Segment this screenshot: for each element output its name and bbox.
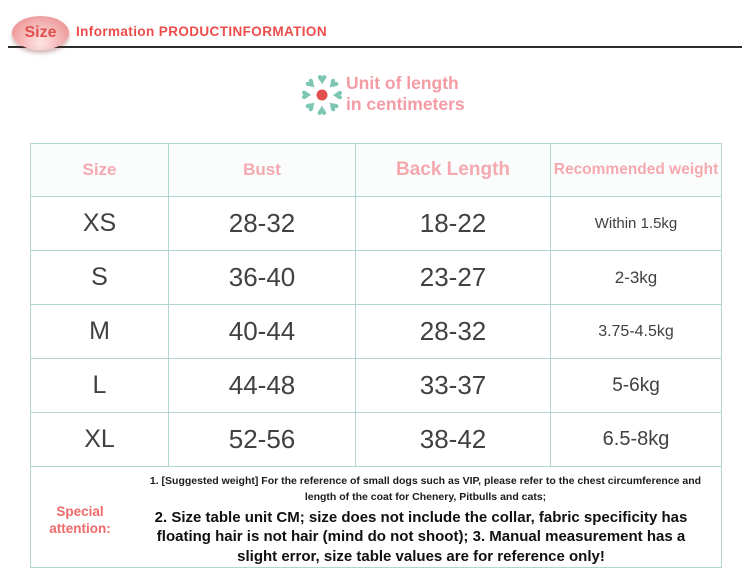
column-header-recommended-weight: Recommended weight (550, 143, 722, 197)
cell-size: XS (30, 196, 169, 251)
cell-back-length: 38-42 (355, 412, 551, 467)
table-row: XL 52-56 38-42 6.5-8kg (30, 412, 722, 467)
cell-back-length: 18-22 (355, 196, 551, 251)
page-title: Information PRODUCTINFORMATION (76, 24, 327, 39)
table-row: L 44-48 33-37 5-6kg (30, 358, 722, 413)
size-badge-label: Size (24, 24, 57, 41)
notes-cell: Special attention: 1. [Suggested weight]… (30, 465, 722, 569)
cell-weight: 6.5-8kg (550, 412, 722, 467)
size-badge: Size (12, 16, 69, 50)
note-suggested-weight: 1. [Suggested weight] For the reference … (149, 475, 702, 503)
unit-caption-line1: Unit of length (346, 73, 459, 93)
flower-petal: ♥ (316, 69, 328, 89)
cell-size: M (30, 304, 169, 359)
special-attention-label: Special attention: (49, 504, 111, 536)
table-row: S 36-40 23-27 2-3kg (30, 250, 722, 305)
cell-bust: 52-56 (168, 412, 356, 467)
cell-size: XL (30, 412, 169, 467)
table-row: M 40-44 28-32 3.75-4.5kg (30, 304, 722, 359)
flower-icon: ♥ ♥ ♥ ♥ ♥ ♥ ♥ ♥ (296, 69, 348, 121)
cell-weight: Within 1.5kg (550, 196, 722, 251)
cell-bust: 44-48 (168, 358, 356, 413)
unit-of-length-caption: Unit of length in centimeters (346, 73, 465, 114)
unit-caption-line2: in centimeters (346, 93, 465, 114)
column-header-size: Size (30, 143, 169, 197)
cell-weight: 3.75-4.5kg (550, 304, 722, 359)
cell-bust: 40-44 (168, 304, 356, 359)
column-header-bust: Bust (168, 143, 356, 197)
table-row: XS 28-32 18-22 Within 1.5kg (30, 196, 722, 251)
size-table: Size Bust Back Length Recommended weight… (30, 143, 722, 569)
note-measurement: 2. Size table unit CM; size does not inc… (154, 508, 688, 566)
cell-back-length: 33-37 (355, 358, 551, 413)
cell-weight: 5-6kg (550, 358, 722, 413)
cell-bust: 28-32 (168, 196, 356, 251)
cell-weight: 2-3kg (550, 250, 722, 305)
cell-size: S (30, 250, 169, 305)
cell-size: L (30, 358, 169, 413)
column-header-back-length: Back Length (355, 143, 551, 197)
flower-center-dot (316, 89, 328, 101)
notes-row: Special attention: 1. [Suggested weight]… (30, 465, 722, 569)
cell-back-length: 28-32 (355, 304, 551, 359)
header-divider (8, 46, 742, 48)
cell-bust: 36-40 (168, 250, 356, 305)
cell-back-length: 23-27 (355, 250, 551, 305)
table-header-row: Size Bust Back Length Recommended weight (30, 143, 722, 197)
